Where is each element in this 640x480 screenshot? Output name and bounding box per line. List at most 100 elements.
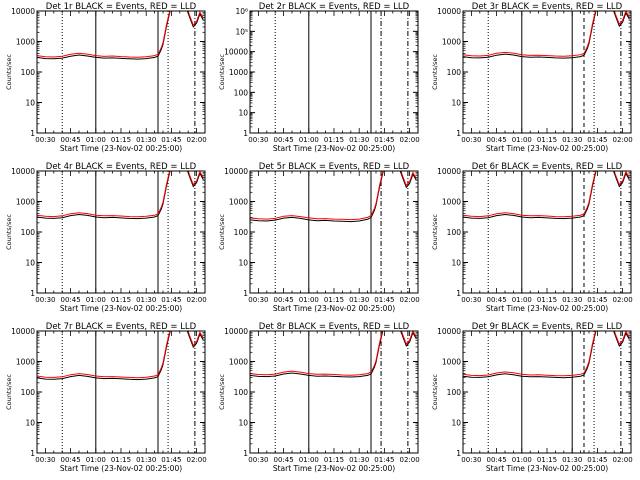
x-tick-label: 02:00 (400, 296, 420, 304)
x-axis-label: Start Time (23-Nov-02 00:25:00) (486, 144, 608, 153)
panel-title: Det 7r BLACK = Events, RED = LLD (46, 322, 197, 332)
panel-title: Det 8r BLACK = Events, RED = LLD (259, 322, 410, 332)
y-tick-label: 1000 (16, 198, 35, 207)
x-tick-label: 01:00 (86, 456, 106, 464)
y-tick-label: 10 (238, 109, 248, 118)
y-axis-label: Counts/sec (218, 214, 226, 250)
x-axis-label: Start Time (23-Nov-02 00:25:00) (60, 144, 182, 153)
x-tick-label: 01:30 (136, 456, 156, 464)
x-tick-label: 00:30 (35, 136, 55, 144)
lld-series-line (37, 331, 204, 379)
x-tick-label: 00:30 (461, 136, 481, 144)
y-axis-label: Counts/sec (218, 374, 226, 410)
panel-7: Det 7r BLACK = Events, RED = LLD 1 10 100 10… (5, 322, 207, 473)
y-tick-label: 10⁶ (235, 7, 248, 16)
events-series-line (250, 171, 417, 223)
x-tick-label: 01:15 (324, 296, 344, 304)
x-tick-label: 01:30 (349, 296, 369, 304)
x-tick-label: 00:45 (274, 136, 294, 144)
y-tick-label: 100 (447, 68, 462, 77)
x-tick-label: 01:00 (512, 136, 532, 144)
y-tick-label: 1 (30, 129, 35, 138)
x-tick-label: 01:30 (349, 456, 369, 464)
y-tick-label: 1 (243, 289, 248, 298)
x-tick-label: 01:15 (324, 456, 344, 464)
x-tick-label: 00:45 (487, 296, 507, 304)
y-tick-label: 10⁵ (235, 27, 248, 36)
y-tick-label: 100 (21, 68, 36, 77)
x-tick-label: 01:45 (587, 456, 607, 464)
y-tick-label: 100 (234, 88, 249, 97)
y-tick-label: 10 (451, 419, 461, 428)
x-tick-label: 00:30 (461, 296, 481, 304)
panel-4: Det 4r BLACK = Events, RED = LLD 1 10 100 10… (5, 162, 207, 313)
y-tick-label: 1000 (442, 38, 461, 47)
y-tick-label: 10 (238, 419, 248, 428)
x-tick-label: 02:00 (613, 136, 633, 144)
lld-series-line (37, 171, 204, 218)
y-tick-label: 10000 (224, 48, 248, 57)
x-axis-label: Start Time (23-Nov-02 00:25:00) (273, 144, 395, 153)
y-axis-label: Counts/sec (431, 374, 439, 410)
panel-8: Det 8r BLACK = Events, RED = LLD 1 10 100 10… (218, 322, 420, 473)
x-tick-label: 01:15 (324, 136, 344, 144)
y-tick-label: 100 (21, 388, 36, 397)
y-tick-label: 100 (234, 388, 249, 397)
panel-title: Det 3r BLACK = Events, RED = LLD (472, 2, 623, 12)
x-tick-label: 01:15 (111, 136, 131, 144)
y-tick-label: 1 (243, 449, 248, 458)
x-axis-label: Start Time (23-Nov-02 00:25:00) (273, 304, 395, 313)
x-tick-label: 01:15 (537, 456, 557, 464)
x-tick-label: 01:00 (512, 456, 532, 464)
x-axis-label: Start Time (23-Nov-02 00:25:00) (60, 304, 182, 313)
x-tick-label: 01:00 (86, 296, 106, 304)
y-tick-label: 10 (238, 259, 248, 268)
x-tick-label: 02:00 (613, 456, 633, 464)
lld-series-line (463, 11, 630, 57)
y-axis-label: Counts/sec (5, 54, 13, 90)
events-series-line (37, 11, 204, 60)
y-tick-label: 10 (451, 99, 461, 108)
y-tick-label: 1000 (442, 358, 461, 367)
y-tick-label: 1 (456, 289, 461, 298)
panel-title: Det 4r BLACK = Events, RED = LLD (46, 162, 197, 172)
x-tick-label: 00:45 (487, 136, 507, 144)
y-tick-label: 1 (30, 449, 35, 458)
x-tick-label: 00:45 (274, 296, 294, 304)
y-tick-label: 1000 (16, 38, 35, 47)
x-tick-label: 01:15 (111, 296, 131, 304)
y-tick-label: 10000 (224, 167, 248, 176)
x-tick-label: 01:45 (374, 296, 394, 304)
y-tick-label: 10000 (437, 167, 461, 176)
x-tick-label: 01:15 (537, 296, 557, 304)
events-series-line (37, 171, 204, 220)
y-tick-label: 10000 (224, 327, 248, 336)
y-axis-label: Counts/sec (218, 54, 226, 90)
x-tick-label: 01:30 (562, 136, 582, 144)
panel-1: Det 1r BLACK = Events, RED = LLD 1 10 100 10… (5, 2, 207, 153)
x-axis-label: Start Time (23-Nov-02 00:25:00) (60, 464, 182, 473)
x-axis-label: Start Time (23-Nov-02 00:25:00) (486, 464, 608, 473)
x-tick-label: 02:00 (187, 136, 207, 144)
y-tick-label: 10 (25, 259, 35, 268)
y-tick-label: 10000 (437, 7, 461, 16)
events-series-line (250, 331, 417, 378)
events-series-line (463, 331, 630, 379)
y-tick-label: 1000 (16, 358, 35, 367)
y-tick-label: 10000 (11, 327, 35, 336)
y-tick-label: 100 (447, 388, 462, 397)
x-tick-label: 01:45 (161, 456, 181, 464)
x-tick-label: 01:00 (86, 136, 106, 144)
y-axis-label: Counts/sec (5, 374, 13, 410)
y-axis-label: Counts/sec (431, 54, 439, 90)
x-tick-label: 00:45 (61, 456, 81, 464)
y-tick-label: 1 (243, 129, 248, 138)
y-tick-label: 100 (234, 228, 249, 237)
panel-2: Det 2r BLACK = Events, RED = LLD 1 10 100 10… (218, 2, 420, 153)
y-tick-label: 10000 (11, 7, 35, 16)
x-tick-label: 01:45 (587, 136, 607, 144)
lld-series-line (250, 331, 417, 376)
panel-title: Det 1r BLACK = Events, RED = LLD (46, 2, 197, 12)
y-axis-label: Counts/sec (431, 214, 439, 250)
